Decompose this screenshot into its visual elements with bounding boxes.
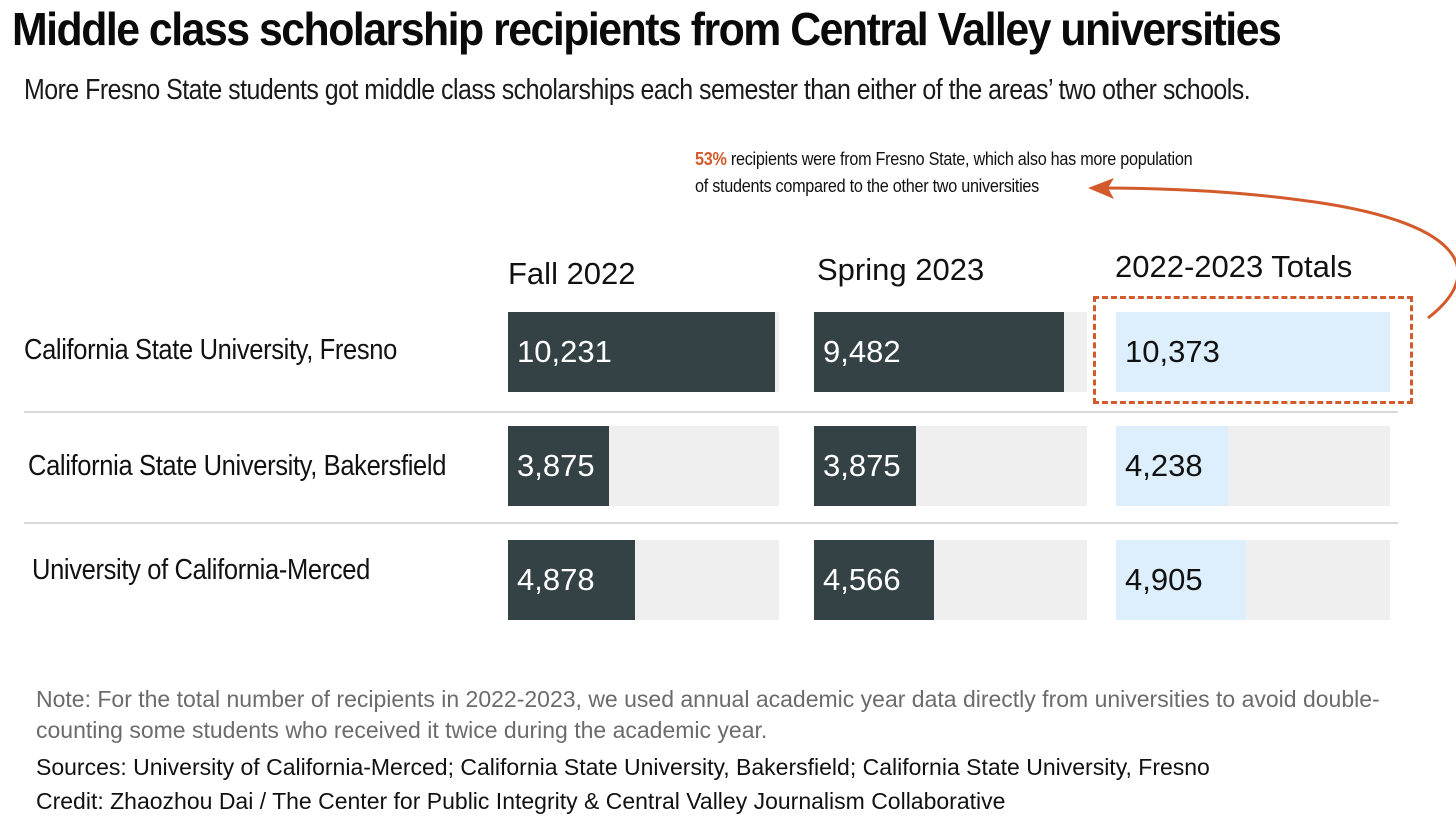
bar-value-label: 4,905 xyxy=(1125,562,1203,597)
bar-merced-totals xyxy=(1116,540,1246,620)
bar-value-label: 9,482 xyxy=(823,334,901,369)
bar-value-label: 4,878 xyxy=(517,562,595,597)
bar-fresno-spring-2023 xyxy=(814,312,1064,392)
bar-value-label: 10,231 xyxy=(517,334,612,369)
row-label-fresno: California State University, Fresno xyxy=(24,334,397,366)
bar-track-fresno-totals: 10,373 xyxy=(1116,312,1390,392)
bar-value-label: 3,875 xyxy=(823,448,901,483)
annotation-arrow-head xyxy=(1088,178,1114,199)
bar-value-label: 3,875 xyxy=(517,448,595,483)
bar-bakersfield-fall-2022 xyxy=(508,426,609,506)
bar-value-label: 4,566 xyxy=(823,562,901,597)
bar-bakersfield-spring-2023 xyxy=(814,426,916,506)
bar-merced-spring-2023 xyxy=(814,540,934,620)
bar-track-merced-totals: 4,905 xyxy=(1116,540,1390,620)
bar-value-label: 4,238 xyxy=(1125,448,1203,483)
annotation-text-line2: of students compared to the other two un… xyxy=(695,176,1039,196)
bar-track-merced-fall-2022: 4,878 xyxy=(508,540,779,620)
bar-track-fresno-spring-2023: 9,482 xyxy=(814,312,1087,392)
bar-track-bakersfield-spring-2023: 3,875 xyxy=(814,426,1087,506)
annotation-arrow-curve xyxy=(1099,186,1456,320)
annotation-percentage: 53% xyxy=(695,149,727,169)
bar-track-fresno-fall-2022: 10,231 xyxy=(508,312,779,392)
column-header-fall-2022: Fall 2022 xyxy=(508,256,636,291)
row-divider-1 xyxy=(24,411,1398,413)
bar-value-label: 10,373 xyxy=(1125,334,1220,369)
bar-track-bakersfield-fall-2022: 3,875 xyxy=(508,426,779,506)
bar-track-merced-spring-2023: 4,566 xyxy=(814,540,1087,620)
footer-sources: Sources: University of California-Merced… xyxy=(36,754,1210,780)
footer-credit: Credit: Zhaozhou Dai / The Center for Pu… xyxy=(36,788,1006,814)
bar-merced-fall-2022 xyxy=(508,540,635,620)
column-header-totals: 2022-2023 Totals xyxy=(1115,249,1353,284)
chart-title: Middle class scholarship recipients from… xyxy=(12,3,1282,55)
fresno-annotation: 53% recipients were from Fresno State, w… xyxy=(695,146,1199,200)
row-divider-2 xyxy=(24,522,1398,524)
chart-subtitle: More Fresno State students got middle cl… xyxy=(24,74,1251,106)
bar-track-bakersfield-totals: 4,238 xyxy=(1116,426,1390,506)
bar-fresno-fall-2022 xyxy=(508,312,775,392)
footer-note: Note: For the total number of recipients… xyxy=(36,686,1380,743)
row-label-bakersfield: California State University, Bakersfield xyxy=(28,450,447,482)
bar-fresno-totals xyxy=(1116,312,1390,392)
fresno-totals-highlight-box xyxy=(1093,296,1413,404)
bar-bakersfield-totals xyxy=(1116,426,1228,506)
column-header-spring-2023: Spring 2023 xyxy=(817,252,985,287)
annotation-text-line1: recipients were from Fresno State, which… xyxy=(726,149,1193,169)
row-label-merced: University of California-Merced xyxy=(32,554,370,586)
